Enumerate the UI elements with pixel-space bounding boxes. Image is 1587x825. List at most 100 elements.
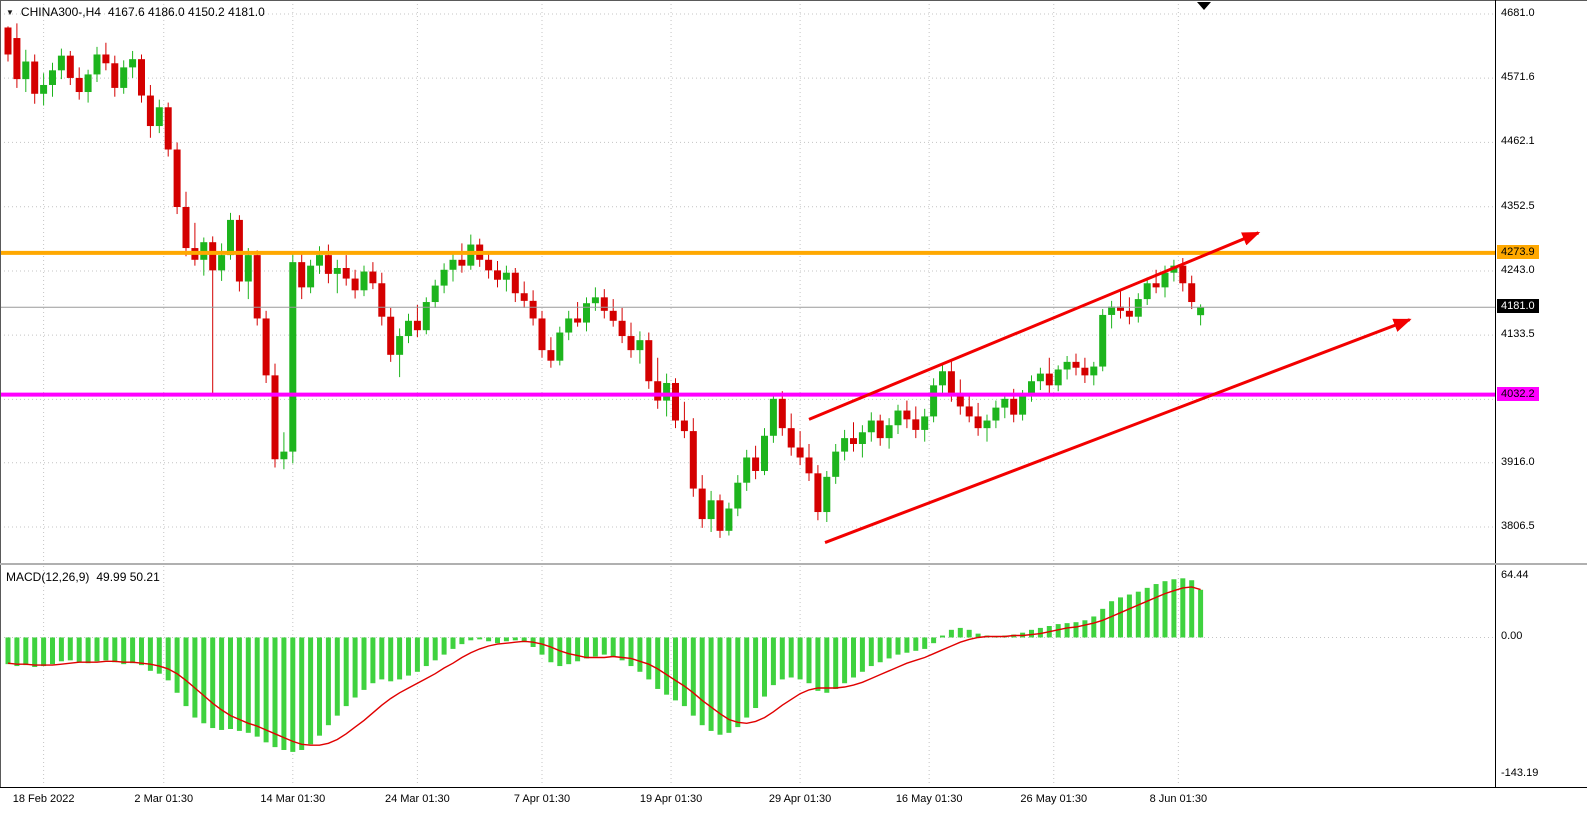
candle [102,42,110,71]
candle [13,23,21,88]
candle [244,248,252,300]
price-tick-label: 4571.6 [1501,71,1535,84]
candle [405,313,412,344]
candle [761,428,768,476]
candle [111,55,119,97]
candle [253,250,261,326]
candle [698,475,706,528]
candle [449,253,457,282]
candle [734,475,742,517]
ohlc-values: 4167.6 4186.0 4150.2 4181.0 [107,5,265,19]
candle [218,243,226,281]
chart-frame-top [0,0,1587,1]
time-tick-label: 14 Mar 01:30 [260,793,326,805]
candle [298,252,306,300]
candle [502,265,510,292]
candle [565,310,573,341]
candle [956,379,964,415]
candle [680,401,688,439]
candle [1117,290,1124,319]
candle [983,414,991,442]
candle [520,281,528,308]
candle [618,307,626,344]
symbol-dropdown-icon[interactable]: ▼ [6,7,14,17]
candle [707,490,715,532]
candle [725,502,733,536]
time-tick-label: 8 Jun 01:30 [1149,793,1208,805]
candle [280,432,288,470]
candle [716,494,724,538]
candle [200,237,208,276]
candle [1081,357,1089,383]
candle [66,50,74,85]
candle [1188,275,1196,310]
candle [1143,277,1151,305]
time-tick-label: 16 May 01:30 [895,793,963,805]
candle [324,244,332,284]
macd-tick-label: 64.44 [1501,569,1529,581]
candle [912,406,920,439]
candle [858,425,866,458]
candle [939,363,946,395]
macd-label: MACD(12,26,9) [6,570,90,584]
candle [778,391,786,436]
candle [146,84,154,138]
candle [850,422,857,452]
candle [342,255,350,286]
candle [485,252,493,279]
candle [903,400,911,429]
candle [49,62,56,97]
candle [645,332,653,389]
candle [832,443,840,484]
macd-tick-label: -143.19 [1501,767,1539,779]
candle [387,307,395,362]
candle [155,99,163,134]
candle [40,73,48,106]
candle [787,413,795,456]
channel-upper-arrow[interactable] [808,231,1261,421]
macd-values: 49.99 50.21 [96,570,160,584]
candle [57,48,65,80]
support-line-price-label: 4032.2 [1497,386,1539,401]
candle [1197,304,1205,326]
candle [413,304,421,338]
macd-header: MACD(12,26,9) 49.99 50.21 [6,570,160,584]
candle [1028,375,1035,402]
candle [1063,356,1071,380]
price-tick-label: 4681.0 [1501,7,1535,19]
time-axis[interactable]: 18 Feb 2022 2 Mar 01:30 14 Mar 01:30 24 Mar… [0,788,1496,825]
candle [1125,297,1133,325]
macd-panel[interactable] [0,566,1496,786]
candle [289,253,297,464]
candle [307,259,315,294]
candle [75,67,83,100]
candle [867,412,875,442]
candle [574,302,582,327]
candle [431,279,439,308]
candle [1036,367,1044,391]
candle [672,378,679,429]
candle [823,470,831,523]
candle [182,191,190,257]
candle [930,378,938,423]
candle [440,263,448,294]
time-tick-label: 7 Apr 01:30 [513,793,571,805]
channel-lower-arrow[interactable] [824,318,1412,544]
price-chart[interactable] [0,0,1496,564]
candle [885,418,893,449]
candle [351,269,359,299]
price-axis[interactable]: 4681.0 4571.6 4462.1 4352.5 4243.0 4133.5 3916… [1496,0,1587,787]
resistance-line-price-label: 4273.9 [1497,244,1539,259]
chart-shift-marker-icon[interactable] [1197,2,1211,10]
candle [805,443,813,481]
candlestick-series [4,23,1205,538]
candle [1090,361,1098,386]
candle [1045,357,1053,393]
candle [992,400,1000,429]
candle [654,357,662,409]
candle [4,26,12,62]
panel-splitter[interactable] [0,563,1587,565]
candle [378,272,386,326]
price-tick-label: 4462.1 [1501,135,1535,148]
